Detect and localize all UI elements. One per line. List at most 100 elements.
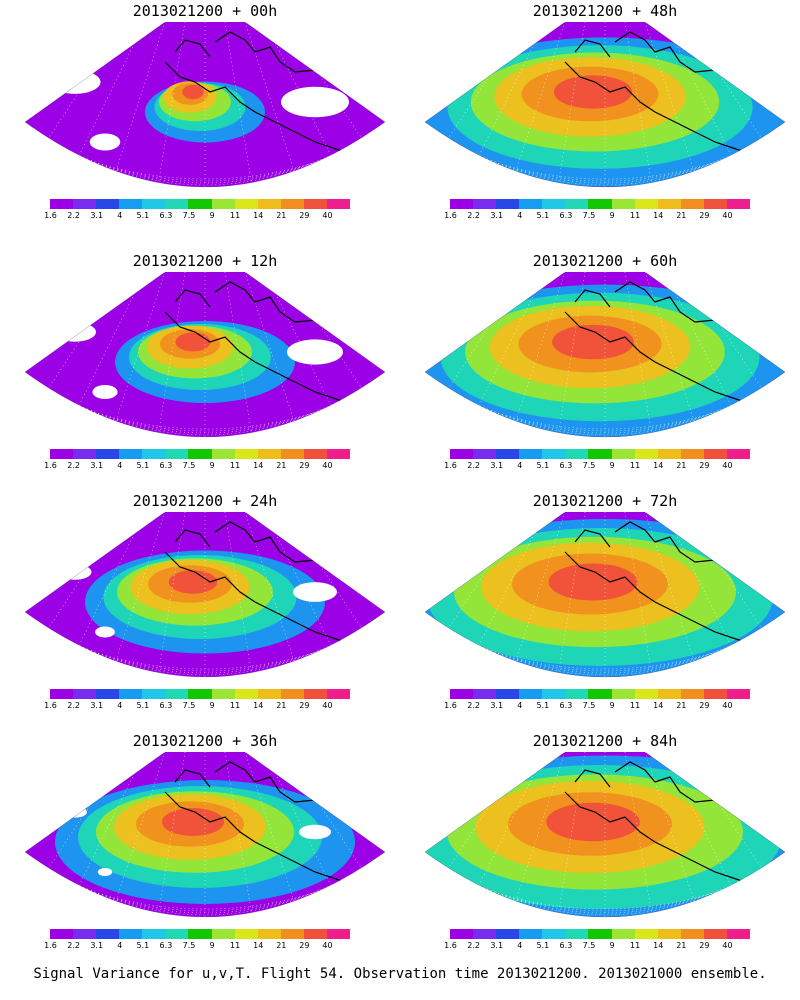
color-scale-bar xyxy=(450,929,751,939)
color-swatch xyxy=(450,689,474,699)
color-swatch xyxy=(473,929,497,939)
color-scale-label: 29 xyxy=(699,701,710,710)
color-scale-label: 9 xyxy=(209,461,215,470)
color-scale-label: 14 xyxy=(653,701,664,710)
color-swatch xyxy=(565,199,589,209)
color-scale-label: 4 xyxy=(517,941,523,950)
variance-contour xyxy=(162,808,224,836)
color-scale-label: 9 xyxy=(609,941,615,950)
color-scale-label: 6.3 xyxy=(159,211,173,220)
color-swatch xyxy=(634,449,658,459)
color-scale-label: 2.2 xyxy=(467,701,480,710)
latitude-line xyxy=(442,869,768,912)
color-scale-label: 14 xyxy=(253,701,264,710)
color-scale-label: 6.3 xyxy=(559,701,573,710)
latitude-line xyxy=(42,139,368,182)
color-swatch xyxy=(726,689,751,699)
color-swatch xyxy=(496,689,520,699)
color-scale-label: 11 xyxy=(230,941,241,950)
variance-map xyxy=(24,22,386,188)
panel-title: 2013021200 + 84h xyxy=(532,732,678,750)
low-variance-region xyxy=(89,133,121,151)
color-scale-label: 3.1 xyxy=(490,701,504,710)
color-swatch xyxy=(211,199,235,209)
color-swatch xyxy=(542,689,566,699)
color-scale-bar xyxy=(450,689,751,699)
color-scale-label: 4 xyxy=(117,461,123,470)
color-swatch xyxy=(142,199,166,209)
longitude-line xyxy=(224,272,254,437)
color-swatch xyxy=(450,199,474,209)
longitude-line xyxy=(556,512,586,677)
color-scale-label: 7.5 xyxy=(182,701,196,710)
color-scale-label: 7.5 xyxy=(182,211,196,220)
map-border xyxy=(24,752,386,918)
color-swatch xyxy=(565,449,589,459)
color-scale-label: 6.3 xyxy=(159,701,173,710)
color-scale-label: 4 xyxy=(517,211,523,220)
color-swatch xyxy=(96,199,120,209)
map-panel: 2013021200 + 60h 1.6 2.2 3.1 4 5.1 6.3 7.5 9 11 14… xyxy=(415,250,795,490)
color-scale-label: 14 xyxy=(653,461,664,470)
color-scale-label: 29 xyxy=(299,461,310,470)
low-variance-region xyxy=(97,868,113,876)
color-swatch xyxy=(96,689,120,699)
map-border xyxy=(24,272,386,438)
color-swatch xyxy=(565,689,589,699)
color-scale-labels: 1.6 2.2 3.1 4 5.1 6.3 7.5 9 11 14 21 29 40 xyxy=(435,211,775,223)
color-swatch xyxy=(450,449,474,459)
color-scale-label: 7.5 xyxy=(582,461,596,470)
color-swatch xyxy=(680,449,704,459)
color-scale-label: 29 xyxy=(699,211,710,220)
variance-map xyxy=(24,272,386,438)
color-swatch xyxy=(280,689,304,699)
variance-map xyxy=(424,512,786,678)
variance-map xyxy=(424,272,786,438)
color-scale-labels: 1.6 2.2 3.1 4 5.1 6.3 7.5 9 11 14 21 29 40 xyxy=(435,461,775,473)
color-scale-label: 1.6 xyxy=(444,211,457,220)
color-swatch xyxy=(142,929,166,939)
color-swatch xyxy=(450,929,474,939)
color-scale-labels: 1.6 2.2 3.1 4 5.1 6.3 7.5 9 11 14 21 29 40 xyxy=(35,211,375,223)
color-swatch xyxy=(634,689,658,699)
color-swatch xyxy=(657,689,681,699)
color-swatch xyxy=(142,449,166,459)
color-swatch xyxy=(165,689,189,699)
variance-contour xyxy=(175,332,211,352)
color-swatch xyxy=(680,199,704,209)
color-scale-label: 5.1 xyxy=(536,211,550,220)
longitude-line xyxy=(156,512,186,677)
color-scale-label: 9 xyxy=(609,461,615,470)
color-scale-label: 5.1 xyxy=(536,941,550,950)
color-swatch xyxy=(303,689,327,699)
color-swatch xyxy=(73,929,97,939)
color-scale-label: 29 xyxy=(299,701,310,710)
color-scale-label: 5.1 xyxy=(536,461,550,470)
color-scale-label: 3.1 xyxy=(490,211,504,220)
variance-contour xyxy=(546,802,640,842)
color-scale-label: 3.1 xyxy=(490,461,504,470)
coastline xyxy=(164,31,376,163)
longitude-line xyxy=(156,272,186,437)
color-scale-label: 14 xyxy=(253,211,264,220)
longitude-line xyxy=(624,22,654,187)
longitude-line xyxy=(224,22,254,187)
color-scale-label: 7.5 xyxy=(182,461,196,470)
color-swatch xyxy=(326,449,351,459)
map-border xyxy=(24,22,386,188)
color-swatch xyxy=(611,689,635,699)
color-scale-label: 1.6 xyxy=(44,461,57,470)
color-swatch xyxy=(234,449,258,459)
color-scale-label: 21 xyxy=(676,941,687,950)
color-scale-label: 40 xyxy=(322,941,333,950)
color-swatch xyxy=(119,199,143,209)
color-swatch xyxy=(680,929,704,939)
color-swatch xyxy=(188,689,212,699)
map-border xyxy=(424,512,786,678)
color-scale-label: 14 xyxy=(653,211,664,220)
color-swatch xyxy=(280,199,304,209)
color-scale-label: 29 xyxy=(299,941,310,950)
color-scale-label: 11 xyxy=(230,701,241,710)
color-scale-label: 21 xyxy=(276,211,287,220)
color-scale-label: 6.3 xyxy=(559,211,573,220)
